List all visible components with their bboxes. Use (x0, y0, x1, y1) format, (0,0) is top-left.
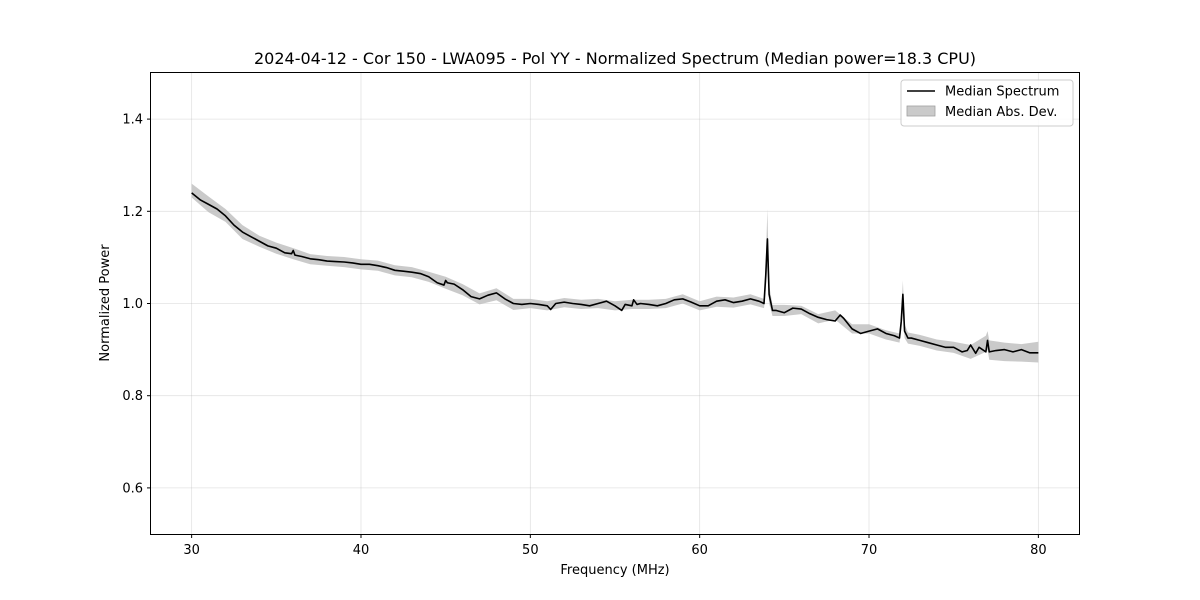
y-tick-label: 0.8 (122, 389, 143, 404)
y-tick-label: 1.4 (122, 113, 143, 128)
y-axis-ticks: 0.6 0.8 1.0 1.2 1.4 (122, 113, 151, 496)
y-axis-label: Normalized Power (98, 244, 113, 362)
x-tick-label: 30 (183, 543, 200, 558)
chart-title: 2024-04-12 - Cor 150 - LWA095 - Pol YY -… (254, 49, 976, 68)
legend: Median Spectrum Median Abs. Dev. (900, 79, 1074, 127)
legend-box (900, 79, 1074, 127)
x-axis-ticks: 30 40 50 60 70 80 (183, 534, 1047, 558)
x-tick-label: 80 (1030, 543, 1047, 558)
legend-label-mad: Median Abs. Dev. (945, 105, 1057, 120)
mad-band (191, 183, 1039, 363)
y-tick-label: 1.0 (122, 297, 143, 312)
median-spectrum-line (191, 192, 1039, 355)
x-axis-label: Frequency (MHz) (560, 563, 669, 578)
mad-band-layer (191, 183, 1039, 363)
x-tick-label: 50 (522, 543, 539, 558)
legend-label-median: Median Spectrum (945, 85, 1059, 100)
median-line-layer (191, 192, 1039, 355)
y-tick-label: 1.2 (122, 205, 143, 220)
x-tick-label: 40 (353, 543, 370, 558)
legend-band-swatch (906, 105, 936, 117)
y-tick-label: 0.6 (122, 481, 143, 496)
x-tick-label: 70 (861, 543, 878, 558)
x-tick-label: 60 (691, 543, 708, 558)
